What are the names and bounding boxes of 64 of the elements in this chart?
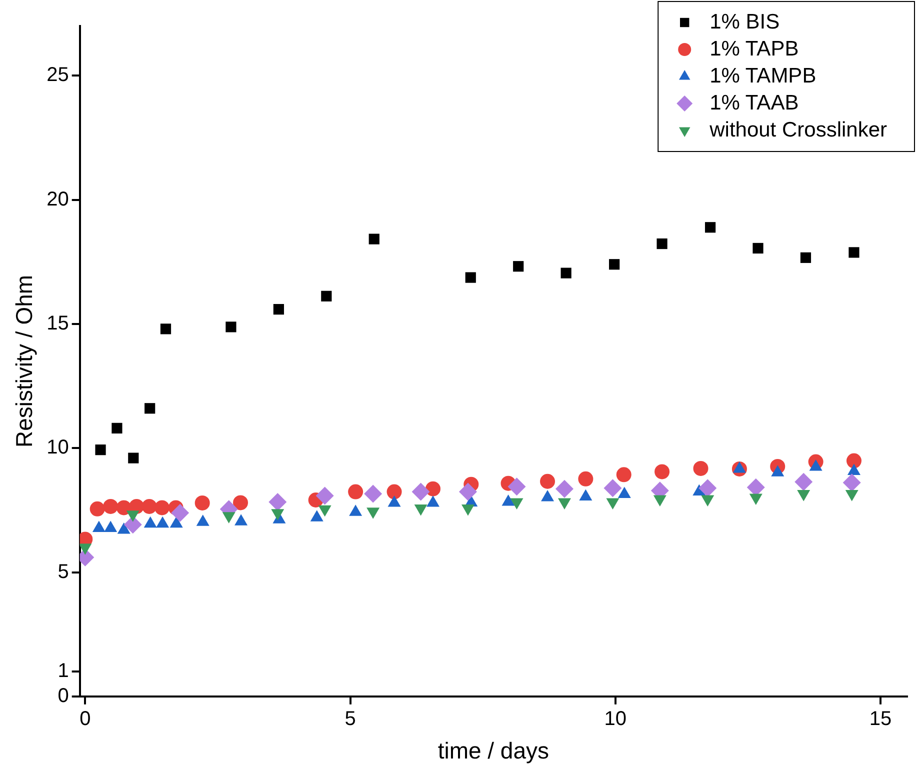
point [656, 238, 668, 250]
point [128, 452, 139, 464]
point [508, 478, 526, 496]
point [848, 247, 860, 258]
point [846, 453, 862, 468]
x-tick-label: 15 [869, 708, 892, 730]
point [555, 480, 574, 498]
point [540, 474, 556, 489]
x-tick-label: 10 [604, 708, 626, 730]
point [560, 268, 572, 278]
point [273, 304, 284, 315]
y-axis-title: Resistivity / Ohm [11, 274, 38, 448]
point [144, 403, 156, 414]
point [386, 484, 402, 500]
point [194, 495, 210, 510]
point [368, 234, 380, 244]
point [842, 474, 861, 492]
point [90, 501, 105, 516]
y-tick-label: 5 [58, 560, 69, 583]
point [364, 484, 382, 503]
point [698, 479, 717, 498]
point [233, 495, 248, 510]
point [693, 460, 708, 476]
legend-label: 1% TAAB [710, 91, 799, 114]
y-tick-label: 15 [46, 312, 69, 334]
x-axis-title: time / days [438, 738, 550, 764]
y-tick-label: 10 [46, 436, 69, 459]
legend-label: 1% TAPB [710, 37, 799, 60]
point [95, 444, 106, 456]
point [578, 471, 594, 486]
point [704, 222, 716, 233]
point [616, 467, 632, 482]
point [142, 498, 157, 514]
x-tick-label: 5 [344, 708, 356, 730]
point [124, 516, 142, 534]
y-tick-label: 1 [58, 660, 69, 682]
point [268, 492, 287, 511]
point [425, 481, 440, 496]
y-tick-label: 20 [46, 188, 69, 210]
point [458, 482, 477, 501]
point [412, 482, 430, 501]
point [316, 486, 334, 505]
legend-label: 1% BIS [710, 10, 780, 34]
y-tick-label: 0 [58, 684, 69, 707]
point [171, 504, 190, 522]
point [604, 479, 622, 498]
legend-label: 1% TAMPB [710, 64, 816, 88]
point [800, 252, 812, 263]
point [103, 498, 118, 514]
point [348, 484, 364, 500]
y-tick-label: 25 [46, 64, 69, 86]
point [752, 242, 764, 254]
x-tick-label: 0 [80, 708, 91, 730]
point [112, 422, 122, 434]
point [513, 261, 524, 272]
point [609, 259, 620, 270]
legend-label: without Crosslinker [708, 118, 888, 142]
point [321, 290, 332, 302]
point [654, 464, 670, 480]
point [794, 472, 813, 491]
point [154, 500, 170, 516]
point [465, 272, 476, 283]
point [226, 322, 236, 332]
point [160, 324, 172, 334]
